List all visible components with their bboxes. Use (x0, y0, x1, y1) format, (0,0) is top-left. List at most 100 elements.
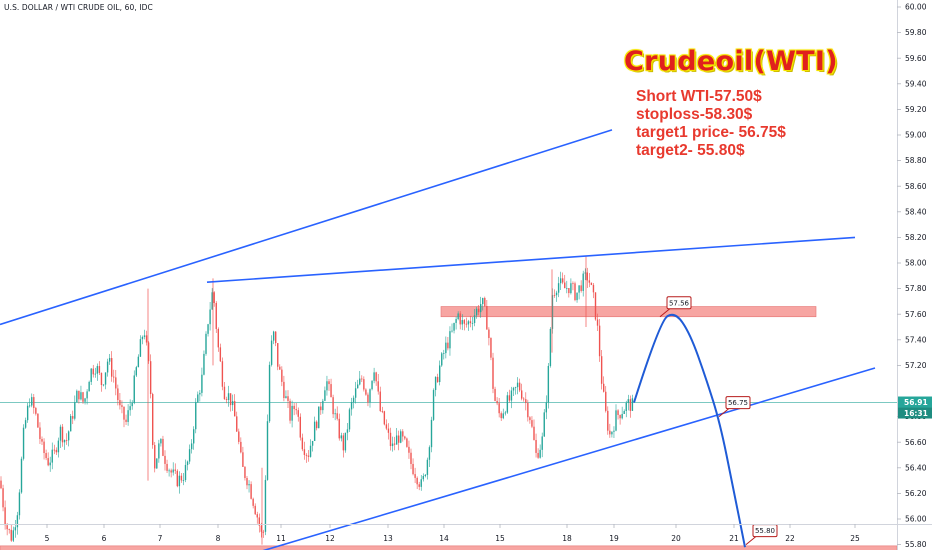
candle-body (494, 388, 496, 401)
y-tick-label-19: 56.00 (905, 515, 927, 524)
candle-body (555, 292, 558, 296)
candle-body (156, 458, 158, 469)
callout-label-0: 57.56 (669, 299, 690, 307)
candle-body (541, 436, 543, 450)
candle-body (377, 381, 379, 392)
candle-body (313, 421, 316, 441)
candle-body (6, 525, 8, 530)
candle-body (170, 470, 172, 473)
y-tick-label-10: 58.00 (905, 259, 927, 268)
candle-body (334, 413, 336, 415)
candle-body (53, 449, 55, 451)
candle-body (10, 529, 12, 541)
candle-body (623, 410, 625, 414)
candle-body (553, 295, 556, 296)
candle-body (61, 426, 64, 443)
candle-body (195, 402, 197, 430)
candle-body (307, 455, 310, 457)
candle-body (211, 292, 213, 310)
candle-body (404, 436, 406, 439)
candle-body (303, 449, 306, 455)
candle-body (125, 419, 127, 422)
candle-body (246, 478, 248, 486)
y-tick-label-3: 59.40 (905, 79, 927, 88)
candle-body (580, 285, 582, 291)
candle-body (607, 410, 609, 431)
candle-body (449, 331, 451, 349)
candle-body (352, 397, 355, 403)
candle-body (29, 405, 31, 407)
candle-body (451, 330, 453, 332)
candle-body (363, 379, 365, 390)
candle-body (96, 366, 99, 374)
candle-body (275, 331, 277, 344)
countdown-label: 16:31 (904, 409, 928, 418)
candle-body (412, 463, 414, 475)
candle-body (297, 410, 299, 417)
candle-body (500, 413, 502, 419)
candle-body (510, 390, 513, 401)
candle-body (420, 479, 422, 487)
candle-body (391, 443, 394, 447)
candle-body (400, 431, 402, 443)
candle-body (562, 278, 564, 283)
candle-body (51, 449, 53, 463)
candle-body (430, 419, 433, 448)
y-tick-label-14: 57.20 (905, 361, 927, 370)
candle-body (422, 476, 424, 480)
candle-body (119, 400, 121, 406)
candle-body (127, 410, 129, 422)
candle-body (461, 320, 463, 325)
candle-body (65, 440, 68, 441)
candle-body (625, 402, 627, 411)
candle-body (617, 410, 619, 415)
candle-body (168, 470, 170, 472)
chart-title: Crudeoil(WTI) (624, 46, 838, 77)
candle-body (166, 463, 168, 471)
candle-body (84, 398, 86, 402)
candle-body (147, 342, 150, 362)
x-tick-label-3: 8 (216, 534, 221, 543)
candle-body (26, 405, 29, 421)
x-tick-label-1: 6 (102, 534, 107, 543)
candle-body (281, 369, 283, 382)
candle-body (283, 381, 285, 398)
trendline-1 (206, 236, 856, 283)
candle-body (205, 333, 207, 354)
candle-body (4, 507, 6, 526)
candle-body (475, 308, 478, 316)
candle-body (152, 394, 154, 446)
y-tick-label-9: 58.20 (905, 233, 927, 242)
candle-body (570, 283, 572, 294)
candle-body (104, 372, 107, 385)
candle-body (459, 313, 461, 325)
candle-body (229, 393, 232, 406)
candle-body (551, 295, 554, 329)
candle-body (270, 340, 273, 365)
candle-body (236, 416, 238, 432)
candle-body (260, 525, 263, 532)
candle-body (426, 459, 429, 475)
candle-body (336, 413, 338, 419)
candle-body (348, 409, 351, 430)
candle-body (301, 437, 304, 450)
candle-body (535, 439, 537, 453)
candle-body (139, 339, 142, 357)
note-target2: target2- 55.80$ (636, 142, 745, 159)
candle-body (381, 410, 383, 412)
candle-body (111, 358, 113, 377)
zone-0 (440, 306, 817, 318)
candle-body (76, 390, 78, 403)
candle-body (143, 335, 146, 337)
candle-body (20, 458, 23, 493)
candle-body (529, 417, 531, 421)
candle-body (434, 376, 437, 391)
candle-body (318, 406, 320, 429)
candle-body (8, 529, 10, 531)
y-tick-label-4: 59.20 (905, 105, 927, 114)
candle-body (490, 338, 492, 358)
candle-body (389, 432, 392, 447)
y-tick-label-16: 56.60 (905, 438, 927, 447)
candle-body (568, 288, 570, 294)
